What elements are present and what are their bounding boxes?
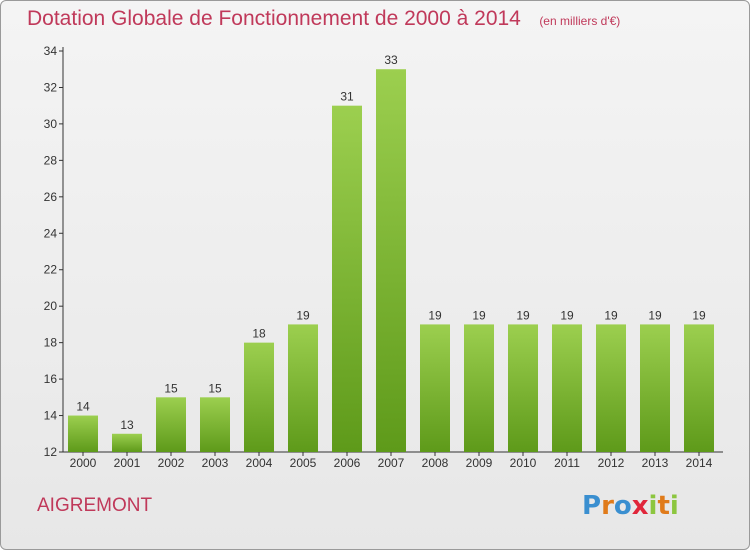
title-row: Dotation Globale de Fonctionnement de 20… xyxy=(27,7,620,31)
bar xyxy=(156,397,186,452)
bar xyxy=(640,324,670,452)
bar xyxy=(420,324,450,452)
x-tick-label: 2011 xyxy=(554,456,580,470)
bar xyxy=(244,342,274,452)
x-tick-label: 2014 xyxy=(686,456,713,470)
chart-subtitle: (en milliers d'€) xyxy=(539,14,621,28)
y-tick-label: 12 xyxy=(44,445,58,459)
bar xyxy=(684,324,714,452)
bar-value-label: 19 xyxy=(428,308,442,322)
y-tick-label: 18 xyxy=(44,336,58,350)
bar xyxy=(68,415,98,452)
logo-letter: P xyxy=(582,491,602,521)
bar xyxy=(508,324,538,452)
chart-title: Dotation Globale de Fonctionnement de 20… xyxy=(27,7,521,30)
bar-value-label: 15 xyxy=(208,381,222,395)
commune-name: AIGREMONT xyxy=(37,495,153,516)
bar-value-label: 19 xyxy=(472,308,486,322)
logo-letter: r xyxy=(601,491,614,521)
x-tick-label: 2013 xyxy=(642,456,669,470)
bar-value-label: 31 xyxy=(340,90,354,104)
bar xyxy=(596,324,626,452)
bar xyxy=(200,397,230,452)
y-tick-label: 14 xyxy=(44,409,58,423)
x-tick-label: 2003 xyxy=(202,456,229,470)
y-tick-label: 16 xyxy=(44,372,58,386)
bar-value-label: 19 xyxy=(516,308,530,322)
x-tick-label: 2006 xyxy=(334,456,361,470)
bar-value-label: 19 xyxy=(692,308,706,322)
bar-value-label: 19 xyxy=(648,308,662,322)
y-tick-label: 26 xyxy=(44,190,58,204)
x-tick-label: 2001 xyxy=(114,456,141,470)
logo-letter: t xyxy=(657,491,670,521)
y-tick-label: 22 xyxy=(44,263,58,277)
y-tick-label: 34 xyxy=(44,44,58,58)
y-tick-label: 24 xyxy=(44,226,58,240)
x-tick-label: 2009 xyxy=(466,456,493,470)
bar-value-label: 13 xyxy=(120,418,134,432)
x-tick-label: 2007 xyxy=(378,456,405,470)
x-tick-label: 2002 xyxy=(158,456,185,470)
x-tick-label: 2000 xyxy=(70,456,97,470)
bar-value-label: 33 xyxy=(384,53,398,67)
x-tick-label: 2008 xyxy=(422,456,449,470)
y-tick-label: 20 xyxy=(44,299,58,313)
bar-value-label: 19 xyxy=(560,308,574,322)
proxiti-logo[interactable]: Proxiti xyxy=(582,491,679,521)
bar xyxy=(552,324,582,452)
logo-letter: x xyxy=(631,491,649,521)
y-tick-label: 32 xyxy=(44,80,58,94)
bar-value-label: 19 xyxy=(604,308,618,322)
x-tick-label: 2005 xyxy=(290,456,317,470)
logo-letter: i xyxy=(648,491,658,521)
bar xyxy=(112,433,142,452)
y-tick-label: 30 xyxy=(44,117,58,131)
y-tick-label: 28 xyxy=(44,153,58,167)
logo-letter: i xyxy=(669,491,679,521)
x-tick-label: 2004 xyxy=(246,456,273,470)
x-tick-label: 2010 xyxy=(510,456,537,470)
logo-letter: o xyxy=(613,491,632,521)
bar xyxy=(288,324,318,452)
bar xyxy=(332,105,362,452)
bar-value-label: 18 xyxy=(252,327,266,341)
bar xyxy=(376,69,406,453)
bar-value-label: 19 xyxy=(296,308,310,322)
bar xyxy=(464,324,494,452)
bar-value-label: 14 xyxy=(76,400,90,414)
x-tick-label: 2012 xyxy=(598,456,625,470)
bar-value-label: 15 xyxy=(164,381,178,395)
